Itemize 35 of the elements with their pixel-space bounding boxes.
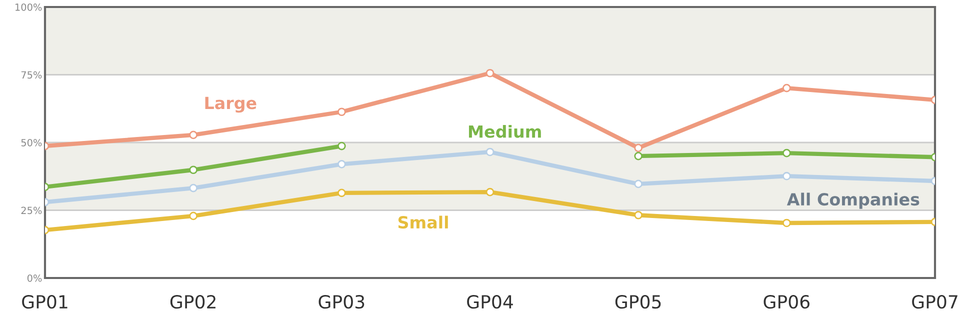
x-tick-label: GP03 <box>318 294 364 309</box>
point <box>338 142 346 150</box>
point <box>486 188 494 196</box>
point <box>782 218 791 228</box>
point <box>486 68 494 78</box>
point <box>634 152 642 160</box>
point <box>189 130 198 140</box>
x-tick-label: GP01 <box>22 294 68 309</box>
series-label: Large <box>205 96 256 113</box>
series-label: All Companies <box>786 192 920 209</box>
series-label: Small <box>398 216 448 229</box>
y-tick-label: 100% <box>15 3 42 11</box>
point <box>634 180 642 188</box>
point <box>189 184 198 192</box>
x-tick-label: GP07 <box>912 294 958 309</box>
x-tick-label: GP06 <box>764 294 810 309</box>
y-tick-label: 0% <box>27 274 42 282</box>
x-tick-label: GP02 <box>170 294 216 309</box>
point <box>486 148 494 156</box>
point <box>782 148 791 158</box>
point <box>634 144 642 152</box>
point <box>782 84 791 92</box>
x-tick-label: GP04 <box>467 294 513 309</box>
x-tick-label: GP05 <box>615 294 661 309</box>
y-tick-label: 75% <box>21 71 42 79</box>
y-tick-label: 50% <box>21 138 42 146</box>
point <box>338 188 346 198</box>
point <box>189 212 198 220</box>
text: Medium <box>468 124 541 138</box>
point <box>634 210 642 220</box>
point <box>782 172 791 180</box>
point <box>338 108 346 116</box>
point <box>338 160 346 168</box>
point <box>189 166 198 174</box>
y-tick-label: 25% <box>21 206 42 214</box>
